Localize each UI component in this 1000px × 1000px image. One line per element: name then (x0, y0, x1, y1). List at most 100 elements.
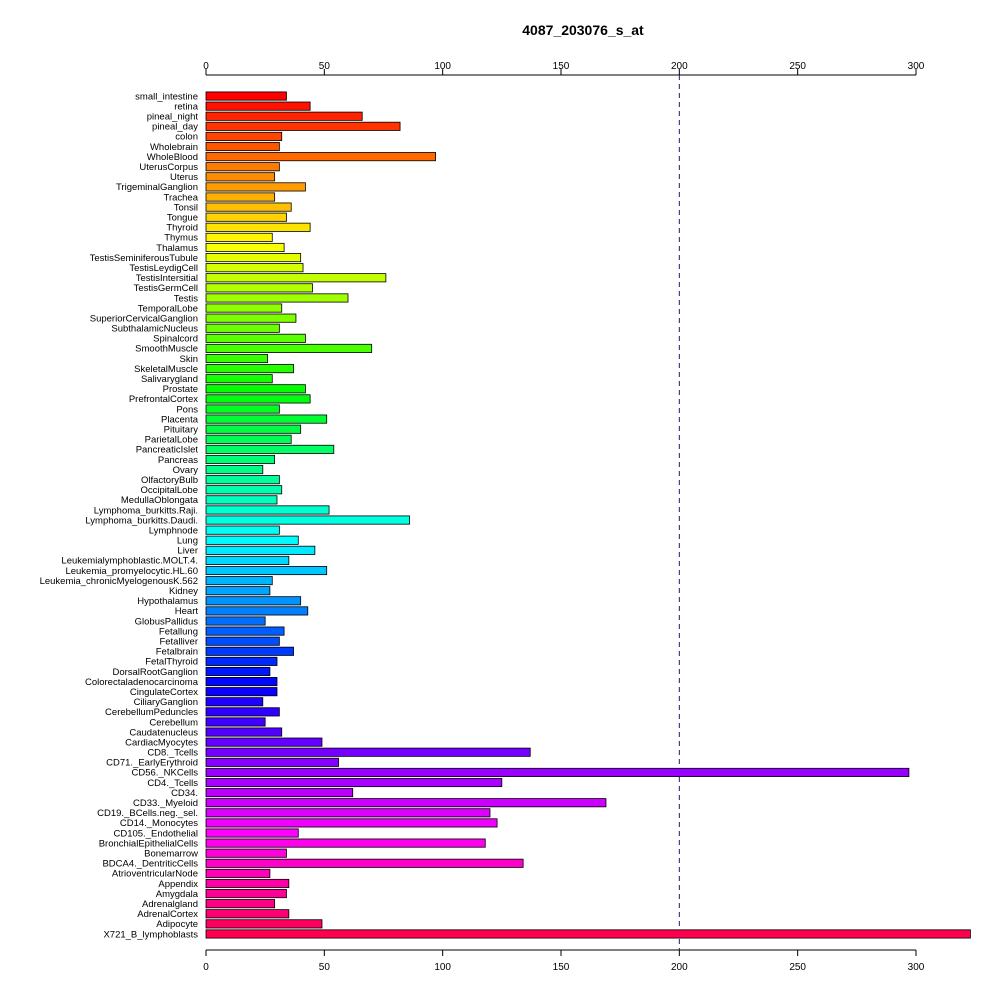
category-label: Adrenalgland (142, 899, 198, 910)
bar-thymus (205, 232, 273, 242)
category-label: CD8._Tcells (147, 748, 198, 759)
category-label: retina (174, 101, 198, 112)
bar-cingulatecortex (205, 687, 278, 697)
bar-ovary (205, 465, 264, 475)
bar-trachea (205, 192, 276, 202)
category-label: Pons (176, 404, 198, 415)
category-label: CD34. (171, 788, 198, 799)
category-label: Skin (180, 354, 198, 365)
category-label: TestisGermCell (134, 283, 198, 294)
category-label: TestisSeminiferousTubule (90, 253, 198, 264)
bar-cardiacmyocytes (205, 737, 323, 747)
bar-bdca4-dentriticcells (205, 858, 524, 868)
bar-fetalthyroid (205, 656, 278, 666)
bar-olfactorybulb (205, 475, 280, 485)
bar-cd14-monocytes (205, 818, 498, 828)
category-label: SuperiorCervicalGanglion (90, 313, 198, 324)
bar-amygdala (205, 889, 287, 899)
bar-lymphoma-burkitts-daudi- (205, 515, 410, 525)
bar-testisseminiferoustubule (205, 253, 302, 263)
category-label: Placenta (161, 414, 199, 425)
bar-leukemia-promyelocytic-hl-60 (205, 565, 328, 576)
bar-temporallobe (205, 303, 283, 313)
bar-testisintersitial (205, 273, 387, 283)
category-label: Fetalliver (159, 636, 198, 647)
x-tick-label: 200 (671, 962, 688, 973)
category-label: Heart (175, 606, 199, 617)
bar-pituitary (205, 424, 302, 434)
category-label: Bonemarrow (144, 848, 198, 859)
bar-uterus (205, 172, 276, 182)
x-tick-label: 50 (319, 61, 331, 72)
bar-thyroid (205, 222, 311, 232)
category-label: BDCA4._DentriticCells (102, 859, 198, 870)
bar-cd19-bcells-neg-sel- (205, 808, 491, 818)
x-tick-label: 50 (319, 962, 331, 973)
category-label: OlfactoryBulb (141, 475, 198, 486)
category-label: Testis (174, 293, 199, 304)
category-label: Leukemia_promyelocytic.HL.60 (65, 566, 198, 577)
bar-wholebrain (205, 141, 280, 152)
bar-cd33-myeloid (205, 798, 607, 808)
bar-x721-b-lymphoblasts (205, 929, 971, 939)
category-label: Uterus (170, 172, 198, 183)
bar-tongue (205, 212, 287, 222)
category-label: Ovary (173, 465, 199, 476)
bar-cerebellumpeduncles (205, 707, 280, 717)
category-label: Thyroid (166, 223, 198, 234)
bar-cd105-endothelial (205, 828, 299, 838)
bar-leukemialymphoblastic-molt-4- (205, 555, 290, 565)
bar-fetallung (205, 626, 285, 636)
bar-lymphnode (205, 525, 280, 535)
bar-adrenalgland (205, 899, 276, 909)
category-label: OccipitalLobe (140, 485, 198, 496)
category-label: Hypothalamus (137, 596, 198, 607)
x-tick-label: 150 (553, 962, 570, 973)
bar-prefrontalcortex (205, 394, 311, 404)
bar-testisleydigcell (205, 263, 304, 273)
category-label: Trachea (164, 192, 199, 203)
category-label: Lung (177, 536, 198, 547)
category-label: Lymphnode (149, 525, 198, 536)
x-tick-label: 100 (434, 61, 451, 72)
bar-thalamus (205, 242, 285, 253)
category-label: Thalamus (156, 243, 198, 254)
bar-hypothalamus (205, 596, 302, 606)
bar-atrioventricularnode (205, 868, 271, 878)
bar-tonsil (205, 202, 292, 212)
bar-occipitallobe (205, 485, 283, 495)
category-label: Fetalbrain (156, 647, 198, 658)
category-label: Salivarygland (141, 374, 198, 385)
category-label: Adipocyte (156, 919, 198, 930)
bar-cd4-tcells (205, 777, 503, 788)
category-label: SkeletalMuscle (134, 364, 198, 375)
category-label: Prostate (163, 384, 198, 395)
bar-superiorcervicalganglion (205, 313, 297, 323)
bar-cd34- (205, 788, 354, 798)
category-label: Amygdala (156, 889, 199, 900)
bar-testis (205, 293, 349, 303)
bar-pons (205, 404, 280, 414)
category-label: TestisIntersitial (136, 273, 198, 284)
bar-lung (205, 535, 299, 545)
x-axis-top: 0 50 100 150 200 250 300 (203, 61, 925, 76)
bar-pancreas (205, 454, 276, 465)
category-label: UterusCorpus (139, 162, 198, 173)
bar-skin (205, 353, 268, 364)
category-label: Thymus (164, 233, 198, 244)
category-label: CiliaryGanglion (134, 697, 198, 708)
category-label: DorsalRootGanglion (112, 667, 198, 678)
bar-uteruscorpus (205, 162, 280, 172)
bar-trigeminalganglion (205, 182, 306, 192)
bar-appendix (205, 878, 290, 889)
bar-medullaoblongata (205, 495, 278, 505)
x-tick-label: 300 (908, 61, 925, 72)
category-label: CardiacMyocytes (125, 737, 198, 748)
x-tick-label: 150 (553, 61, 570, 72)
category-label: CD56._NKCells (131, 768, 198, 779)
bar-fetalbrain (205, 646, 294, 656)
category-label: Kidney (169, 586, 198, 597)
x-tick-label: 250 (789, 962, 806, 973)
category-label: TemporalLobe (138, 303, 198, 314)
category-label: Tongue (167, 212, 198, 223)
